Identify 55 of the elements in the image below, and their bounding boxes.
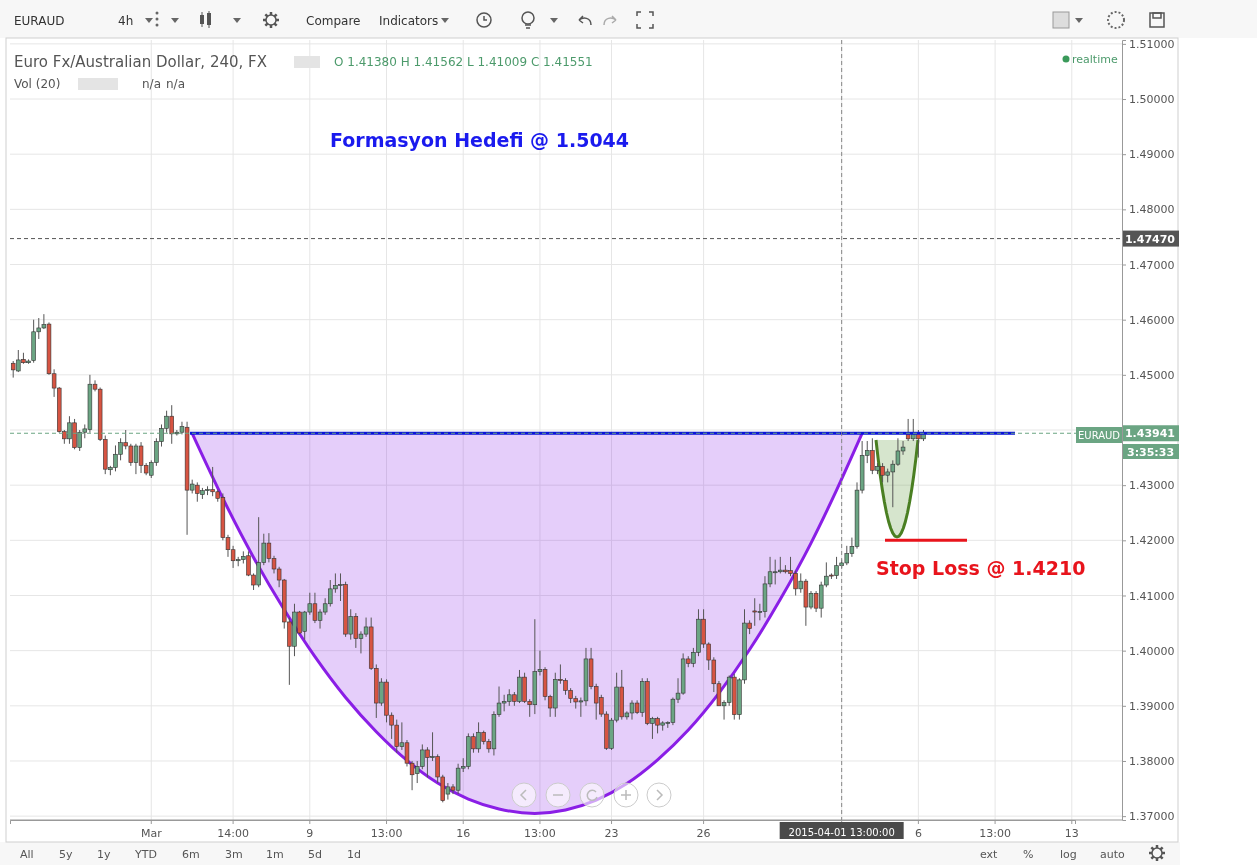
x-tick-label: 26 [696,826,711,840]
y-tick-label: 1.43000 [1129,479,1175,493]
text: 6m [182,848,200,861]
text: 3m [225,848,243,861]
ref-line-label: Stop Loss @ 1.4210 [876,557,1086,580]
x-tick-label: 23 [604,826,619,840]
x-tick-label: 13:00 [370,826,403,840]
text: EURAUD [14,14,65,28]
y-tick-label: 1.42000 [1129,534,1175,548]
text: 1y [97,848,111,861]
text: All [20,848,34,861]
text: 4h [118,14,134,28]
text: 5d [308,848,322,861]
x-tick-label: 13:00 [524,826,556,840]
text: log [1060,848,1077,861]
y-tick-label: 1.40000 [1129,644,1175,658]
text: YTD [134,848,157,861]
x-tick-label: 6 [914,826,922,840]
x-tick-label: 13 [1064,826,1079,840]
x-tick-label: 9 [306,826,314,840]
x-tick-label: 16 [456,826,471,840]
text: 1d [347,848,361,861]
x-tick-label: 14:00 [217,826,249,840]
text: % [1023,848,1034,861]
annotation: n/a [166,77,186,91]
ref-line-label: 1.43941 [1124,427,1175,441]
text: auto [1100,848,1126,861]
annotation: n/a [142,77,162,91]
ref-line-label: 1.47470 [1124,232,1176,246]
y-tick-label: 1.50000 [1129,93,1175,107]
y-tick-label: 1.39000 [1129,699,1175,713]
y-tick-label: 1.47000 [1129,258,1175,272]
y-tick-label: 1.45000 [1129,368,1175,382]
x-tick-label: 2015-04-01 13:00:00 [788,827,895,838]
x-tick-label: 13:00 [979,826,1011,840]
y-tick-label: 1.48000 [1129,203,1175,217]
text: ext [980,848,999,861]
y-tick-label: 1.37000 [1129,810,1175,824]
y-tick-label: 1.51000 [1129,37,1175,51]
text: O 1.41380 H 1.41562 L 1.41009 C 1.41551 [334,55,593,69]
y-tick-label: 1.38000 [1129,755,1175,768]
text: 5y [59,848,73,861]
text: 1m [266,848,284,861]
annotation: Formasyon Hedefi @ 1.5044 [330,129,630,151]
x-tick-label: Mar [140,826,163,840]
text: 3:35:33 [1127,446,1175,459]
text: Indicators [379,14,439,28]
y-tick-label: 1.41000 [1129,589,1175,603]
text: Compare [306,14,361,28]
text: EURAUD [1078,430,1121,441]
y-tick-label: 1.46000 [1129,313,1175,327]
annotation: realtime [1072,53,1118,66]
annotation: Vol (20) [14,77,61,91]
y-tick-label: 1.49000 [1129,148,1175,162]
text: Euro Fx/Australian Dollar, 240, FX [14,53,267,71]
